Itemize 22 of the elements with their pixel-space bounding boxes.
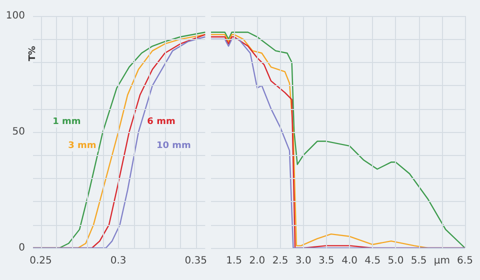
x-tick-label: 0.35 [184,256,207,266]
x-tick-label: 3.0 [295,256,312,266]
text: 1 mm [52,117,81,127]
x-tick-label: 2.0 [249,256,266,266]
x-tick-label: 4.5 [364,256,381,266]
x-tick-label: 1.5 [226,256,242,266]
text: 10 mm [156,141,191,151]
x-tick-label: 5.0 [388,256,404,266]
x-tick-label: 2.5 [272,256,288,266]
y-tick-label: 0 [18,242,25,254]
x-tick-label: 0.25 [30,256,52,266]
x-tick-label: 3.5 [318,256,334,266]
series-label: 3 mm [68,141,96,151]
y-tick-label: 50 [12,126,25,138]
y-axis-title: T% [28,46,38,62]
x-tick-label: 6.5 [457,256,473,266]
series-label: 6 mm [147,117,176,127]
x-tick-label: µm [434,256,450,266]
x-tick-label: 4.0 [342,256,358,266]
y-tick-label: 100 [6,10,25,22]
x-tick-label: 5.5 [410,256,427,266]
x-tick-label: 0.3 [110,256,126,266]
